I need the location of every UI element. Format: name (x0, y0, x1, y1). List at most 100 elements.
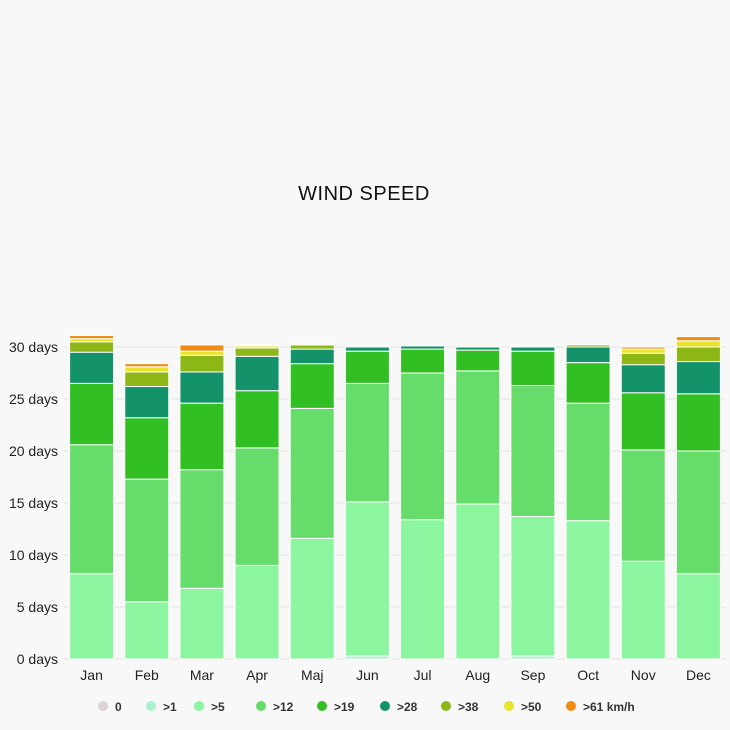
bar-segment[interactable] (69, 573, 115, 660)
legend-item[interactable]: >12 (256, 700, 294, 714)
bar-segment[interactable] (675, 450, 721, 575)
bar-segment[interactable] (620, 364, 666, 394)
bar-segment[interactable] (675, 573, 721, 660)
bar-segment[interactable] (565, 344, 611, 348)
bar-segment[interactable] (620, 560, 666, 660)
y-tick-label: 20 days (9, 443, 58, 459)
bar-segment[interactable] (69, 382, 115, 446)
legend-marker (566, 701, 576, 711)
bar-segment[interactable] (675, 340, 721, 348)
x-tick-label: Apr (246, 667, 268, 683)
bar-segment[interactable] (400, 345, 446, 350)
bar-segment[interactable] (289, 537, 335, 660)
bar-segment[interactable] (124, 478, 170, 603)
bar-segment[interactable] (124, 386, 170, 419)
bar-segment[interactable] (124, 366, 170, 373)
bar-segment[interactable] (69, 341, 115, 353)
bar-segment[interactable] (455, 349, 501, 372)
bar-segment[interactable] (344, 501, 390, 657)
bar-segment[interactable] (400, 372, 446, 521)
bar-segment[interactable] (675, 336, 721, 342)
bar-segment[interactable] (344, 346, 390, 352)
bar-segment[interactable] (510, 346, 556, 352)
x-tick-label: Maj (301, 667, 324, 683)
legend-marker (146, 701, 156, 711)
bar-segment[interactable] (400, 348, 446, 374)
bar-segment[interactable] (344, 382, 390, 503)
bar-segment[interactable] (675, 393, 721, 452)
legend-item[interactable]: >1 (146, 700, 177, 714)
bar-segment[interactable] (344, 350, 390, 384)
bar-segment[interactable] (179, 344, 225, 352)
x-tick-label: Jan (80, 667, 103, 683)
bar-segment[interactable] (620, 348, 666, 354)
bar-segment[interactable] (179, 350, 225, 356)
bar-segment[interactable] (400, 519, 446, 660)
legend-item[interactable]: >5 (194, 700, 225, 714)
chart-title: WIND SPEED (298, 183, 430, 205)
bar-segment[interactable] (234, 447, 280, 566)
x-tick-label: Aug (465, 667, 490, 683)
legend: 0 >1 >5 >12 >19 >28 >38 >50 >61 km/h (98, 700, 635, 714)
bars (69, 335, 721, 660)
bar-segment[interactable] (510, 350, 556, 386)
bar-segment[interactable] (179, 402, 225, 471)
bar-segment[interactable] (124, 363, 170, 368)
legend-item[interactable]: >38 (441, 700, 479, 714)
bar-segment[interactable] (510, 516, 556, 657)
legend-label: >12 (273, 700, 294, 714)
bar-segment[interactable] (565, 346, 611, 364)
bar-segment[interactable] (289, 343, 335, 346)
bar-segment[interactable] (620, 352, 666, 366)
bar-segment[interactable] (565, 402, 611, 522)
bar-segment[interactable] (234, 355, 280, 392)
bar-segment[interactable] (234, 390, 280, 449)
bar-segment[interactable] (179, 371, 225, 404)
legend-item[interactable]: >50 (504, 700, 542, 714)
legend-item[interactable]: >28 (380, 700, 418, 714)
legend-item[interactable]: >61 km/h (566, 700, 635, 714)
bar-segment[interactable] (234, 564, 280, 660)
bar-segment[interactable] (69, 351, 115, 384)
bar-segment[interactable] (124, 371, 170, 388)
bar-segment[interactable] (565, 520, 611, 660)
bar-segment[interactable] (289, 344, 335, 350)
bar-segment[interactable] (620, 392, 666, 451)
bar-segment[interactable] (124, 417, 170, 480)
bar-segment[interactable] (455, 370, 501, 505)
bar-segment[interactable] (675, 361, 721, 395)
bar-segment[interactable] (620, 346, 666, 350)
bar-segment[interactable] (179, 587, 225, 660)
bar-segment[interactable] (344, 345, 390, 348)
bar-segment[interactable] (179, 469, 225, 589)
legend-label: >61 km/h (583, 700, 635, 714)
bar-segment[interactable] (620, 449, 666, 562)
bar-segment[interactable] (455, 503, 501, 660)
x-axis-ticks: Jan Feb Mar Apr Maj Jun Jul Aug Sep Oct Nov Dec (80, 667, 711, 683)
bar-segment[interactable] (289, 348, 335, 365)
bar-segment[interactable] (565, 362, 611, 404)
bar-segment[interactable] (675, 346, 721, 363)
legend-label: 0 (115, 700, 122, 714)
legend-label: >50 (521, 700, 542, 714)
legend-item[interactable]: 0 (98, 700, 122, 714)
bar-segment[interactable] (69, 444, 115, 575)
bar-segment[interactable] (510, 345, 556, 348)
legend-marker (441, 701, 451, 711)
legend-label: >1 (163, 700, 177, 714)
bar-segment[interactable] (234, 344, 280, 347)
bar-segment[interactable] (510, 384, 556, 518)
bar-segment[interactable] (455, 346, 501, 351)
legend-marker (504, 701, 514, 711)
legend-item[interactable]: >19 (317, 700, 355, 714)
x-tick-label: Mar (190, 667, 214, 683)
bar-segment[interactable] (289, 407, 335, 539)
bar-segment[interactable] (289, 363, 335, 409)
bar-segment[interactable] (179, 354, 225, 373)
bar-segment[interactable] (234, 347, 280, 357)
x-tick-label: Dec (686, 667, 711, 683)
bar-segment[interactable] (69, 335, 115, 340)
bar-segment[interactable] (124, 601, 170, 660)
legend-marker (317, 701, 327, 711)
